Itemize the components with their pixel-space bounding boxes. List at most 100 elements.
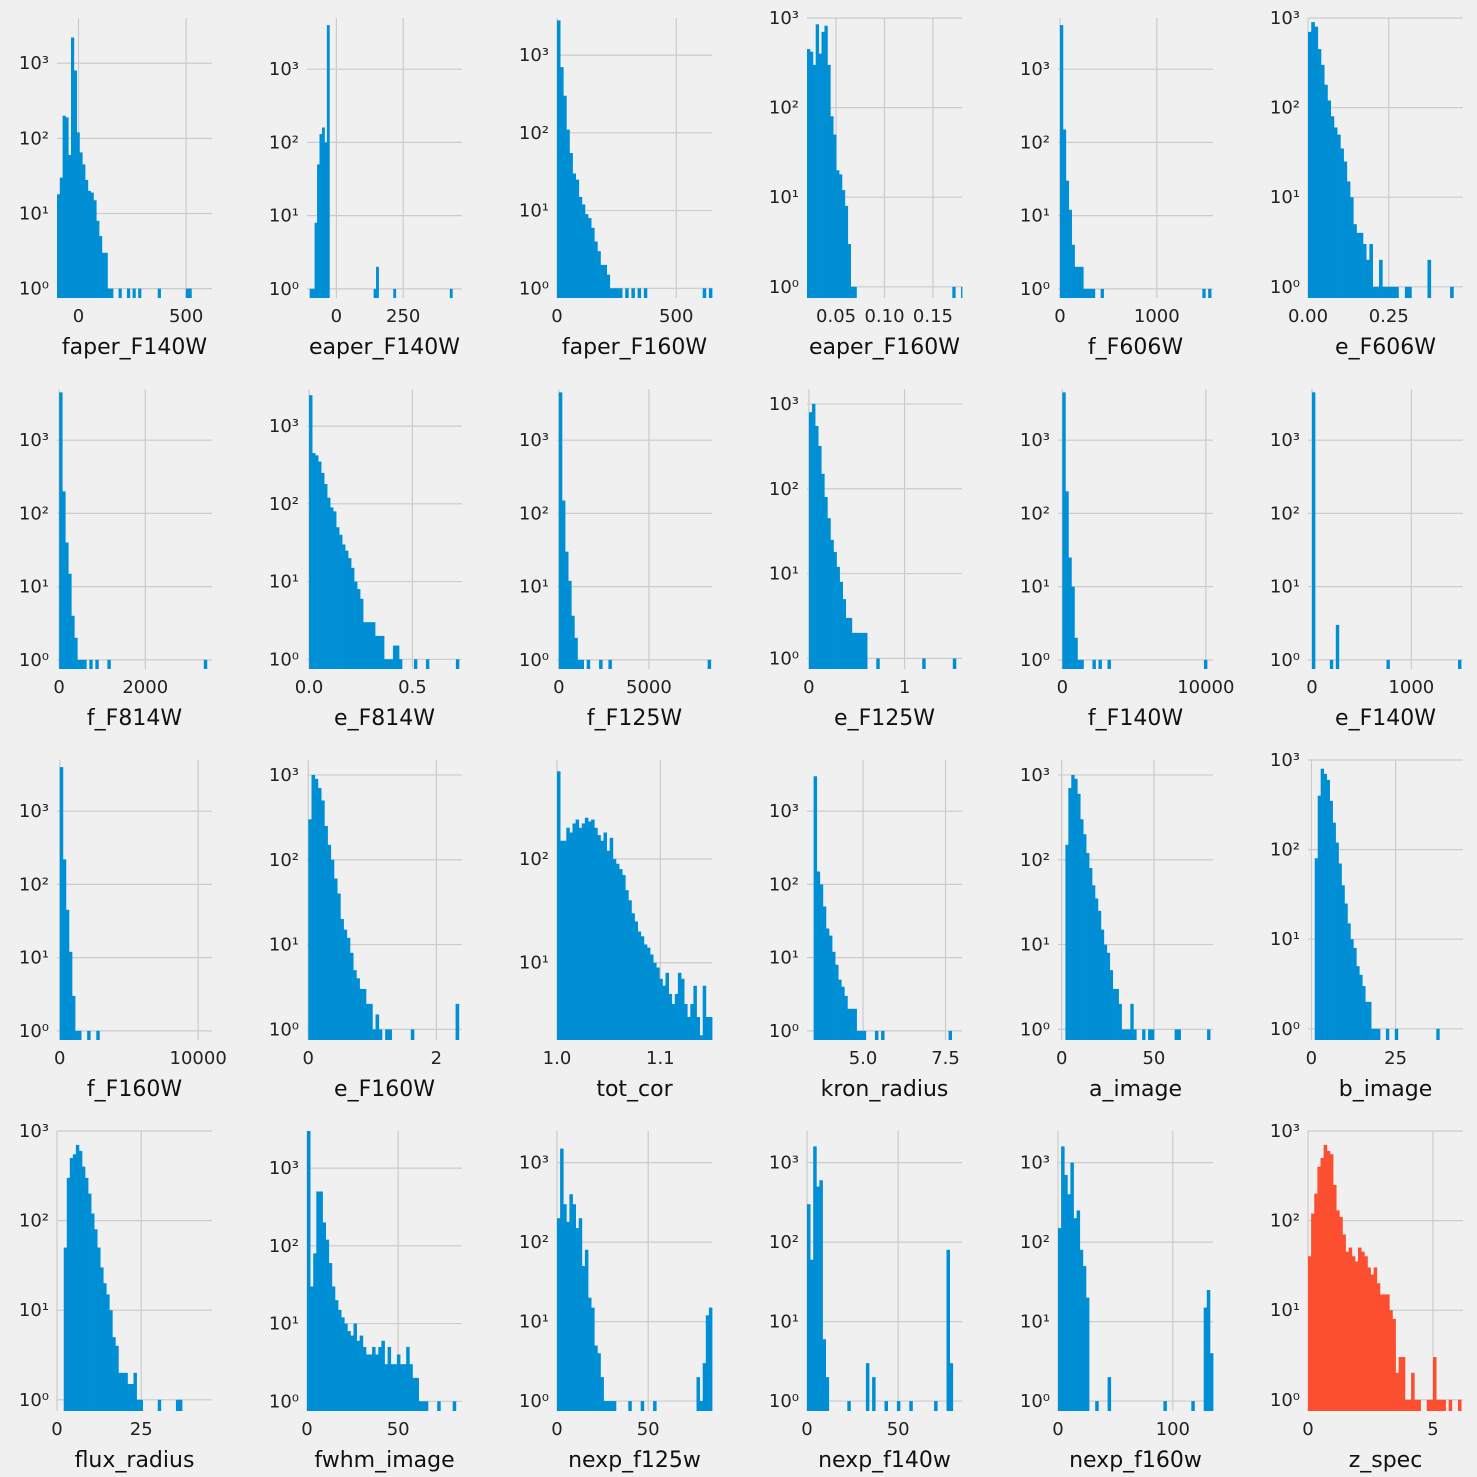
histogram-bar	[132, 288, 136, 298]
histogram-bar	[1086, 288, 1090, 298]
histogram-bar	[1326, 779, 1330, 1040]
histogram-bar	[1329, 800, 1333, 1040]
histogram-eaper-f140w: 10⁰ 10¹ 10² 10³ 0 250 eaper_F140W	[269, 18, 462, 360]
histogram-bar	[118, 288, 122, 298]
histogram-bar	[699, 1401, 704, 1411]
histogram-bar	[1080, 266, 1084, 298]
histogram-bar	[318, 461, 322, 669]
histogram-bar	[615, 863, 620, 1040]
y-tick-label: 10¹	[269, 935, 299, 956]
histogram-bar	[824, 25, 828, 298]
x-tick-label: 500	[169, 306, 203, 327]
x-tick-label: 2	[431, 1048, 442, 1069]
histogram-bar	[94, 1229, 98, 1411]
histogram-bar	[88, 1193, 92, 1411]
y-tick-label: 10⁰	[1020, 279, 1050, 300]
histogram-bar	[1354, 1261, 1359, 1411]
histogram-bar	[838, 979, 842, 1040]
y-tick-label: 10³	[269, 1158, 299, 1179]
histogram-bar	[1353, 224, 1357, 298]
histogram-bar	[373, 288, 377, 298]
histogram-bar	[1361, 1251, 1365, 1411]
histogram-bar	[608, 659, 612, 669]
y-tick-label: 10²	[519, 1232, 549, 1253]
histogram-bar	[1323, 1144, 1328, 1411]
histogram-bar	[1408, 286, 1412, 298]
histogram-bar	[1338, 863, 1342, 1040]
histogram-bar	[309, 395, 313, 669]
x-tick-label: 0	[551, 1419, 562, 1440]
histogram-bar	[844, 205, 849, 298]
y-tick-label: 10¹	[1270, 187, 1300, 208]
histogram-bar	[815, 24, 820, 298]
histogram-bar	[68, 951, 73, 1040]
histogram-bar	[359, 988, 364, 1040]
histogram-bar	[684, 1004, 688, 1040]
histogram-bar	[1314, 26, 1319, 298]
histogram-bar	[1311, 22, 1315, 299]
histogram-bar	[631, 913, 635, 1040]
histogram-bar	[1370, 1274, 1375, 1411]
histogram-bar	[1395, 1372, 1400, 1411]
histogram-bar	[449, 288, 453, 298]
histogram-bar	[1347, 923, 1351, 1040]
histogram-bar	[1094, 898, 1099, 1040]
y-tick-label: 10⁰	[269, 1019, 299, 1040]
histogram-bar	[343, 929, 348, 1040]
histogram-bar	[1202, 288, 1206, 298]
histogram-bar	[328, 1263, 333, 1411]
histogram-bar	[321, 800, 325, 1040]
histogram-bar	[836, 170, 840, 298]
histogram-fwhm-image: 10⁰ 10¹ 10² 10³ 0 50 fwhm_image	[269, 1131, 462, 1473]
histogram-bar	[934, 1401, 938, 1411]
histogram-bar	[1367, 1267, 1371, 1411]
histogram-bar	[813, 776, 818, 1040]
histogram-bar	[1374, 1028, 1378, 1040]
histogram-bar	[599, 659, 603, 669]
histogram-bar	[83, 659, 87, 669]
histogram-bar	[89, 659, 93, 669]
histogram-bar	[365, 1354, 370, 1411]
x-tick-label: 1.0	[543, 1048, 572, 1069]
histogram-bar	[133, 1372, 137, 1411]
x-tick-label: 1	[899, 677, 910, 698]
y-tick-label: 10³	[1020, 1153, 1050, 1174]
histogram-bar	[339, 534, 343, 669]
histogram-bar	[1392, 1318, 1396, 1411]
histogram-bar	[188, 288, 192, 298]
histogram-bar	[65, 117, 69, 299]
histogram-bar	[1109, 970, 1114, 1040]
x-tick-label: 0	[1054, 306, 1065, 327]
histogram-bar	[1351, 1256, 1356, 1411]
histogram-f-f125w: 10⁰ 10¹ 10² 10³ 0 5000 f_F125W	[519, 389, 712, 731]
histogram-bar	[650, 954, 654, 1040]
histogram-bar	[412, 1377, 416, 1411]
histogram-bar	[845, 617, 850, 669]
histogram-bar	[558, 392, 563, 669]
histogram-bar	[73, 70, 77, 299]
histogram-bar	[606, 850, 611, 1040]
histogram-bar	[106, 1294, 110, 1411]
histogram-bar	[825, 928, 830, 1040]
histogram-bar	[72, 1154, 77, 1411]
x-tick-label: 500	[659, 306, 693, 327]
histogram-bar	[600, 840, 604, 1040]
histogram-bar	[1439, 1399, 1443, 1411]
histogram-bar	[864, 632, 868, 669]
histogram-bar	[876, 658, 880, 669]
histogram-bar	[1112, 988, 1116, 1040]
histogram-bar	[609, 837, 614, 1040]
histogram-bar	[112, 1337, 116, 1411]
histogram-bar	[396, 1354, 401, 1411]
histogram-bar	[1411, 1372, 1415, 1411]
histogram-bar	[388, 1029, 392, 1040]
histogram-bar	[588, 821, 592, 1040]
histogram-bar	[643, 288, 648, 298]
y-tick-label: 10²	[519, 123, 549, 144]
histogram-bar	[674, 993, 679, 1040]
histogram-bar	[1311, 392, 1316, 669]
histogram-bar	[1337, 134, 1341, 298]
y-tick-label: 10³	[769, 801, 799, 822]
histogram-bar	[1389, 1310, 1393, 1411]
histogram-bar	[118, 1372, 122, 1411]
